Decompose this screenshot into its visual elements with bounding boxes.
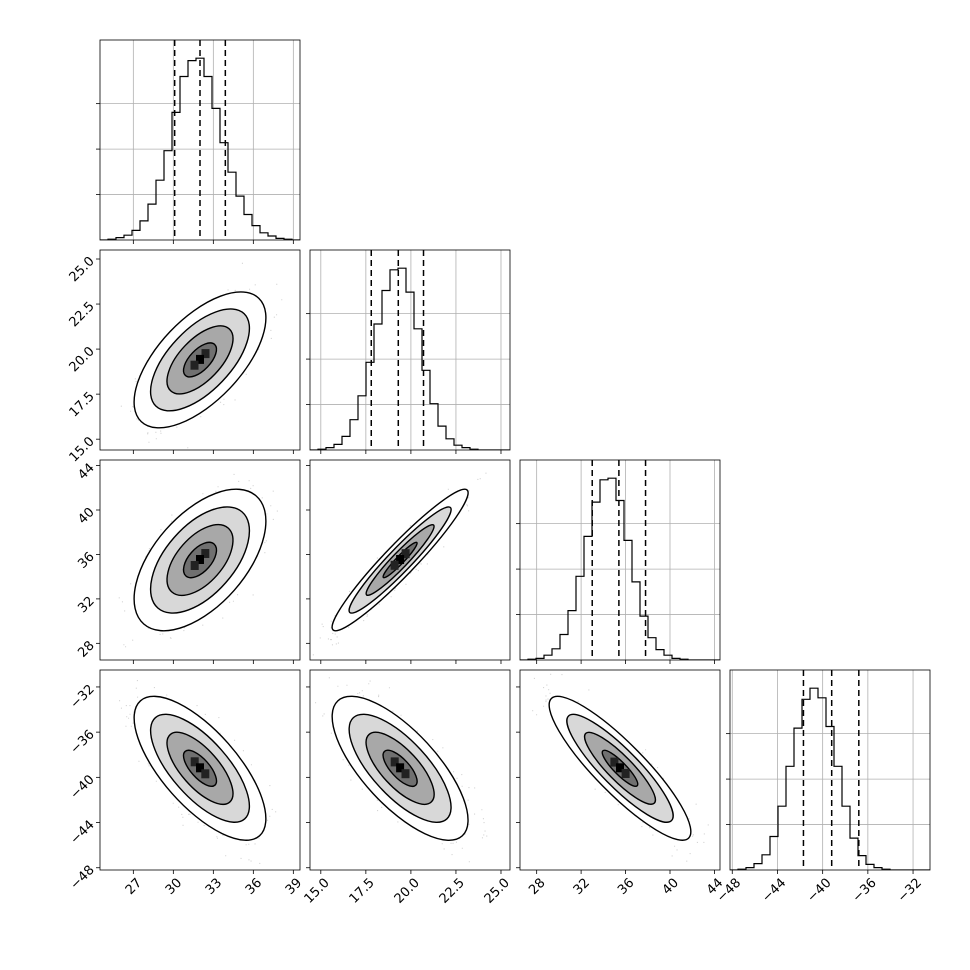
- density-block: [621, 769, 630, 778]
- histogram-panel-2: [306, 249, 511, 454]
- x-tick-label: −44: [759, 876, 789, 906]
- panel-content: [315, 677, 488, 863]
- y-tick-label: 15.0: [67, 434, 98, 465]
- y-tick-label: 44: [75, 461, 97, 483]
- y-tick-label: 28: [75, 638, 97, 660]
- y-tick-label: 17.5: [67, 389, 98, 420]
- panel-content: [118, 473, 278, 648]
- grid: [730, 670, 930, 870]
- panel-content: [532, 673, 709, 862]
- histogram-step: [310, 267, 510, 450]
- density-core: [610, 757, 630, 778]
- density-block: [401, 769, 410, 779]
- x-tick-label: 15.0: [302, 876, 333, 907]
- density-block: [390, 757, 399, 767]
- density-block: [610, 757, 619, 767]
- x-tick-label: 36: [243, 876, 265, 898]
- y-tick-label: −48: [68, 863, 98, 893]
- histogram-panel-1: [96, 39, 301, 244]
- panel-content: [312, 472, 487, 656]
- x-tick-label: −32: [895, 876, 925, 906]
- scatter-panel-4-1: [96, 669, 301, 874]
- grid: [310, 250, 510, 450]
- y-tick-label: 22.5: [67, 299, 98, 330]
- x-tick-label: 32: [571, 876, 593, 898]
- density-block: [196, 763, 204, 773]
- x-tick-label: 28: [526, 876, 548, 898]
- panel-frame: [99, 459, 301, 661]
- x-tick-label: −36: [850, 876, 880, 906]
- density-block: [196, 555, 204, 564]
- density-core: [190, 549, 210, 570]
- scatter-panel-3-2: [306, 459, 511, 664]
- y-tick-label: 32: [75, 594, 97, 616]
- grid: [520, 460, 720, 660]
- density-block: [201, 769, 210, 779]
- scatter-panel-3-1: [96, 459, 301, 664]
- scatter-panel-4-3: [516, 669, 721, 874]
- x-tick-label: 22.5: [437, 876, 468, 907]
- density-block: [190, 561, 199, 570]
- histogram-panel-3: [516, 459, 721, 664]
- x-tick-label: 25.0: [482, 876, 513, 907]
- density-block: [190, 360, 199, 370]
- density-block: [196, 354, 204, 364]
- density-block: [396, 555, 405, 564]
- panel-frame: [729, 669, 931, 871]
- density-core: [190, 349, 210, 370]
- panel-frame: [309, 669, 511, 871]
- density-block: [616, 763, 624, 773]
- density-core: [390, 757, 410, 779]
- scatter-panel-4-2: [306, 669, 511, 874]
- y-tick-label: 40: [75, 505, 97, 527]
- histogram-step: [520, 477, 720, 660]
- y-tick-label: −44: [68, 818, 98, 848]
- panel-frame: [99, 669, 301, 871]
- density-block: [190, 757, 199, 767]
- density-core: [390, 549, 410, 570]
- density-core: [190, 757, 210, 779]
- histogram-step: [730, 687, 930, 870]
- y-tick-label: −40: [68, 772, 98, 802]
- histogram-step: [100, 57, 300, 240]
- panel-frame: [99, 39, 301, 241]
- panel-frame: [519, 669, 721, 871]
- panel-frame: [309, 459, 511, 661]
- panel-frame: [99, 249, 301, 451]
- x-tick-label: 17.5: [347, 876, 378, 907]
- density-block: [201, 549, 210, 558]
- density-block: [396, 763, 405, 773]
- panel-frame: [519, 459, 721, 661]
- panel-content: [119, 680, 277, 864]
- x-tick-label: 20.0: [392, 876, 423, 907]
- x-tick-label: 27: [123, 876, 145, 898]
- y-tick-label: 25.0: [67, 254, 98, 285]
- x-tick-label: 36: [615, 876, 637, 898]
- y-tick-label: 36: [75, 549, 97, 571]
- y-tick-label: 20.0: [67, 344, 98, 375]
- y-tick-label: −32: [68, 682, 98, 712]
- histogram-panel-4: [726, 669, 931, 874]
- x-tick-label: 33: [203, 876, 225, 898]
- panel-content: [120, 262, 283, 449]
- y-tick-label: −36: [68, 727, 98, 757]
- x-tick-label: 40: [660, 876, 682, 898]
- x-tick-label: 30: [163, 876, 185, 898]
- scatter-panel-2-1: [96, 249, 301, 454]
- panel-frame: [309, 249, 511, 451]
- density-block: [401, 549, 410, 559]
- density-block: [201, 349, 210, 359]
- x-tick-label: −40: [805, 876, 835, 906]
- density-block: [390, 560, 399, 570]
